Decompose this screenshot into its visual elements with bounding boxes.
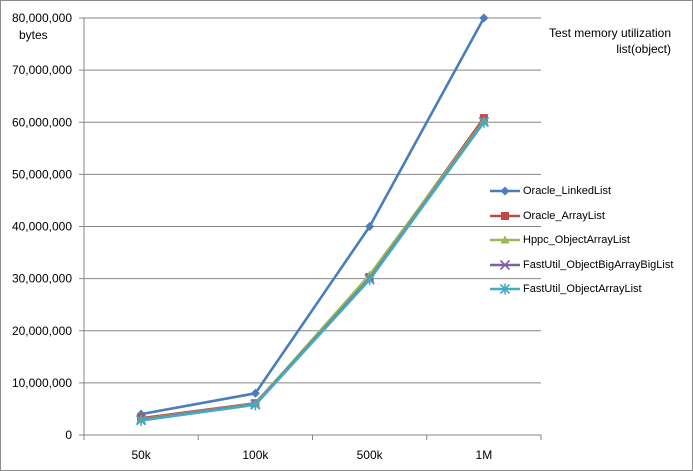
data-point <box>365 222 375 231</box>
series-line-Oracle_ArrayList <box>140 117 485 420</box>
legend-label: FastUtil_ObjectArrayList <box>523 283 642 296</box>
data-point <box>479 13 489 23</box>
x-tick-label: 50k <box>131 448 151 462</box>
series-line-FastUtil_ObjectBigArrayBigList <box>140 120 485 422</box>
y-tick-label: 80,000,000 <box>12 11 72 25</box>
chart-title-line: list(object) <box>616 42 671 56</box>
data-point <box>364 274 375 286</box>
data-point <box>250 399 261 411</box>
data-point <box>478 116 489 128</box>
y-tick-label: 30,000,000 <box>12 272 72 286</box>
legend-item: FastUtil_ObjectBigArrayBigList <box>489 253 689 278</box>
chart-title-line: Test memory utilization <box>548 26 671 40</box>
y-tick-label: 70,000,000 <box>12 63 72 77</box>
legend-item: FastUtil_ObjectArrayList <box>489 277 689 302</box>
y-tick-label: 60,000,000 <box>12 115 72 129</box>
x-tick-label: 1M <box>476 448 493 462</box>
legend-item: Hppc_ObjectArrayList <box>489 228 689 253</box>
y-tick-label: 40,000,000 <box>12 220 72 234</box>
series-line-Hppc_ObjectArrayList <box>140 119 485 421</box>
y-tick-label: 0 <box>65 428 72 442</box>
legend-swatch <box>490 283 520 295</box>
series-line-Oracle_LinkedList <box>140 17 486 416</box>
data-point <box>136 414 147 426</box>
x-tick-label: 100k <box>242 448 269 462</box>
series-line-FastUtil_ObjectArrayList <box>140 121 485 422</box>
legend-label: Oracle_ArrayList <box>523 209 605 222</box>
legend-label: FastUtil_ObjectBigArrayBigList <box>523 258 674 271</box>
y-tick-label: 10,000,000 <box>12 376 72 390</box>
y-tick-label: 20,000,000 <box>12 324 72 338</box>
y-axis-label: bytes <box>19 28 48 42</box>
legend-swatch <box>490 186 520 196</box>
legend-swatch <box>490 235 520 244</box>
legend-item: Oracle_LinkedList <box>489 179 689 204</box>
chart-title: Test memory utilization list(object) <box>501 25 671 57</box>
legend-swatch <box>490 259 520 270</box>
x-tick-label: 500k <box>357 448 384 462</box>
data-point <box>250 388 260 398</box>
legend-label: Oracle_LinkedList <box>523 185 612 198</box>
y-tick-label: 50,000,000 <box>12 167 72 181</box>
legend-swatch <box>490 211 520 220</box>
chart-legend: Oracle_LinkedList Oracle_ArrayList Hppc_Ob… <box>489 179 689 302</box>
legend-item: Oracle_ArrayList <box>489 204 689 229</box>
legend-label: Hppc_ObjectArrayList <box>523 234 630 247</box>
